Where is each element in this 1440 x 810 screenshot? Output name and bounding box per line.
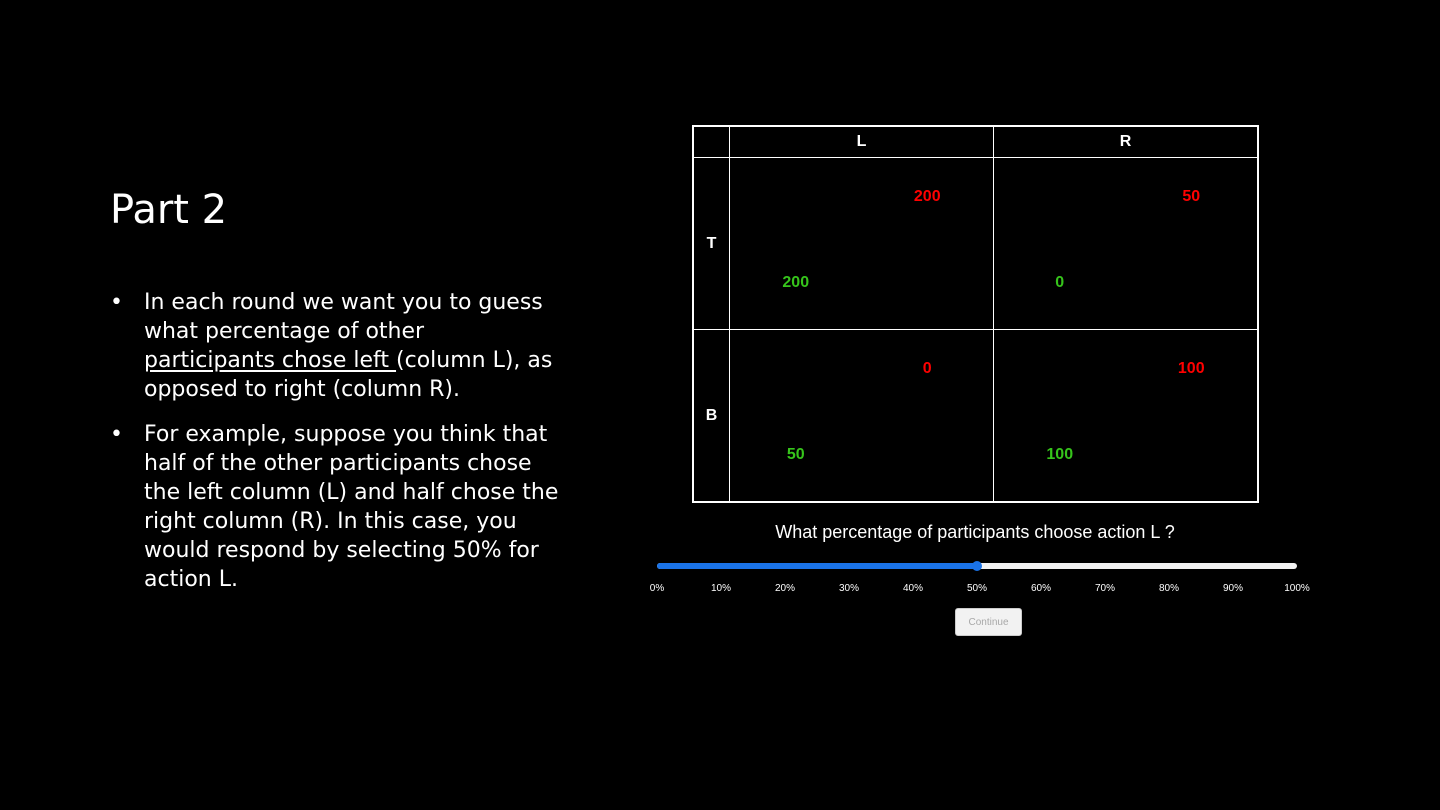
row-header-B: B xyxy=(692,329,730,503)
slider-tick-labels: 0% 10% 20% 30% 40% 50% 60% 70% 80% 90% 100% xyxy=(650,583,1310,597)
column-header-L: L xyxy=(729,125,994,158)
slider-tick-label: 10% xyxy=(710,583,732,594)
payoff-matrix: L R T 200 200 50 0 B 0 50 100 100 xyxy=(692,125,1259,503)
row-header-T: T xyxy=(692,157,730,330)
payoff-cell-T-R: 50 0 xyxy=(993,157,1259,330)
slider-tick-label: 60% xyxy=(1030,583,1052,594)
instruction-bullet-2: For example, suppose you think that half… xyxy=(110,420,560,594)
bullet-1-underlined-text: participants chose left xyxy=(144,348,397,373)
slider-question: What percentage of participants choose a… xyxy=(775,522,1175,542)
row-player-payoff: 50 xyxy=(1182,188,1201,205)
payoff-cell-T-L: 200 200 xyxy=(729,157,994,330)
slider-tick-label: 90% xyxy=(1222,583,1244,594)
row-player-payoff: 200 xyxy=(913,188,941,205)
payoff-cell-B-R: 100 100 xyxy=(993,329,1259,503)
column-player-payoff: 100 xyxy=(1046,446,1074,463)
slider-tick-label: 100% xyxy=(1284,583,1310,594)
instruction-list: In each round we want you to guess what … xyxy=(110,288,560,610)
payoff-cell-B-L: 0 50 xyxy=(729,329,994,503)
slider-thumb[interactable] xyxy=(972,561,982,571)
bullet-1-text-end: (column L), as opposed to right (column … xyxy=(144,348,553,402)
matrix-header-row: L R xyxy=(692,125,1259,158)
bullet-2-text: For example, suppose you think that half… xyxy=(144,422,559,592)
instruction-bullet-1: In each round we want you to guess what … xyxy=(110,288,560,404)
slider-tick-label: 40% xyxy=(902,583,924,594)
matrix-corner xyxy=(692,125,730,158)
column-player-payoff: 200 xyxy=(782,274,810,291)
row-player-payoff: 0 xyxy=(922,360,932,377)
slider-tick-label: 80% xyxy=(1158,583,1180,594)
column-header-R: R xyxy=(993,125,1259,158)
bullet-1-text-start: In each round we want you to guess what … xyxy=(144,290,543,344)
slider-tick-label: 70% xyxy=(1094,583,1116,594)
continue-button[interactable]: Continue xyxy=(955,608,1022,636)
slider-fill xyxy=(657,563,977,569)
slider-tick-label: 50% xyxy=(966,583,988,594)
percentage-slider[interactable] xyxy=(657,561,1297,571)
slider-tick-label: 20% xyxy=(774,583,796,594)
slider-tick-label: 30% xyxy=(838,583,860,594)
slider-tick-label: 0% xyxy=(649,583,665,594)
column-player-payoff: 0 xyxy=(1055,274,1065,291)
row-player-payoff: 100 xyxy=(1177,360,1205,377)
matrix-row-T: T 200 200 50 0 xyxy=(692,157,1259,330)
column-player-payoff: 50 xyxy=(786,446,805,463)
slide-title: Part 2 xyxy=(110,187,228,233)
matrix-row-B: B 0 50 100 100 xyxy=(692,329,1259,503)
